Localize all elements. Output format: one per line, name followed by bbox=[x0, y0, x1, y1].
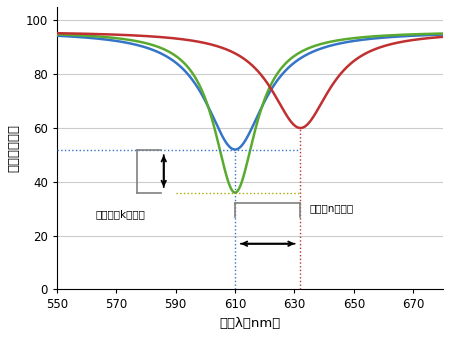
Text: 屈折率nの変化: 屈折率nの変化 bbox=[309, 204, 353, 213]
Text: 消衰係数kの変化: 消衰係数kの変化 bbox=[95, 209, 145, 219]
Y-axis label: 反射率（％）: 反射率（％） bbox=[7, 124, 20, 172]
X-axis label: 波長λ（nm）: 波長λ（nm） bbox=[219, 317, 280, 330]
